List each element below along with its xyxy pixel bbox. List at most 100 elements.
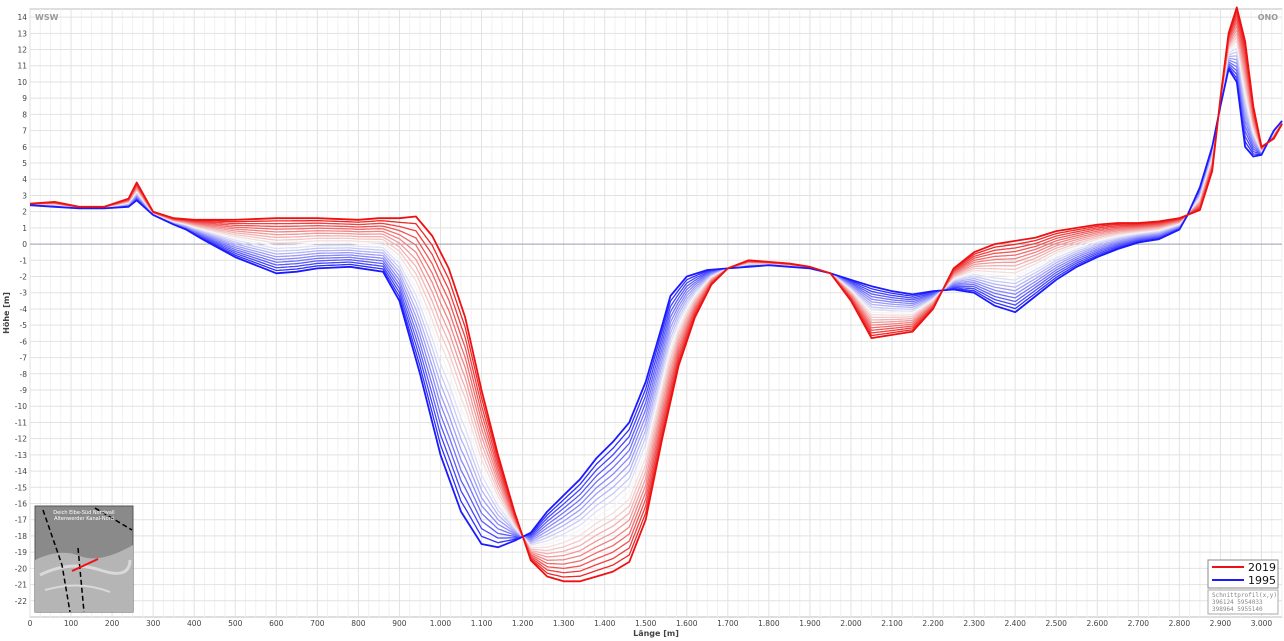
profile-line-intermediate [29, 10, 1283, 578]
y-tick-label: -19 [15, 548, 27, 557]
x-tick-label: 1.400 [594, 619, 616, 628]
profile-line-intermediate [29, 14, 1283, 574]
x-tick-label: 3.000 [1251, 619, 1273, 628]
y-tick-label: 7 [22, 127, 27, 136]
x-tick-label: 1.500 [635, 619, 657, 628]
corner-label-right: ONO [1258, 13, 1278, 22]
inset-map-text-1: Deich Elbe-Süd Nordwall [53, 510, 114, 516]
x-tick-label: 2.000 [840, 619, 862, 628]
y-tick-label: -15 [15, 483, 27, 492]
x-tick-label: 700 [310, 619, 325, 628]
inset-map-dashed-line [42, 509, 71, 613]
info-box-title: Schnittprofil(x,y) [1212, 592, 1277, 599]
legend-box [1207, 559, 1279, 589]
y-tick-label: -6 [20, 337, 28, 346]
y-tick-label: -4 [20, 305, 28, 314]
x-tick-label: 600 [269, 619, 284, 628]
x-tick-label: 1.700 [717, 619, 739, 628]
profile-line-intermediate [29, 62, 1283, 538]
inset-map-channel-2 [44, 584, 111, 593]
y-axis-label: Höhe [m] [2, 292, 11, 334]
x-tick-labels: 0 100 200 300 400 500 600 700 800 900 1.000 1.100 1.… [28, 619, 1273, 628]
info-box-frame [1207, 589, 1279, 615]
legend-label-2019: 2019 [1248, 561, 1276, 574]
profile-line-intermediate [29, 64, 1283, 539]
inset-map-text-2: Altenwerder Kanal-Nord [54, 516, 114, 522]
x-tick-label: 1.600 [676, 619, 698, 628]
profile-line-intermediate [30, 36, 1283, 552]
x-tick-label: 2.600 [1087, 619, 1109, 628]
profile-line-intermediate [29, 17, 1283, 570]
x-tick-label: 800 [351, 619, 366, 628]
profile-line-intermediate [30, 29, 1283, 558]
y-tick-label: -14 [15, 467, 27, 476]
y-tick-label: 13 [17, 29, 27, 38]
y-tick-label: -9 [20, 386, 28, 395]
y-tick-label: -16 [15, 500, 27, 509]
y-tick-label: -12 [15, 435, 27, 444]
inset-map-channel [39, 559, 132, 577]
x-tick-label: 2.100 [881, 619, 903, 628]
y-tick-label: -1 [20, 256, 28, 265]
profile-line-2019 [29, 6, 1283, 583]
y-tick-label: -3 [20, 289, 28, 298]
profile-line-1995 [29, 68, 1283, 549]
legend: 2019 1995 [1207, 559, 1279, 589]
y-tick-label: -7 [20, 354, 28, 363]
y-tick-label: 9 [22, 94, 27, 103]
y-tick-label: -17 [15, 516, 27, 525]
y-tick-label: 10 [17, 78, 27, 87]
profile-line-intermediate [30, 57, 1283, 542]
series-layer [29, 6, 1283, 583]
x-tick-label: 1.200 [512, 619, 534, 628]
y-tick-label: -11 [15, 418, 27, 427]
legend-label-1995: 1995 [1248, 574, 1276, 587]
x-tick-label: 1.300 [553, 619, 575, 628]
x-tick-label: 300 [146, 619, 161, 628]
x-tick-label: 0 [28, 619, 33, 628]
y-tick-label: -22 [15, 597, 27, 606]
y-tick-label: 12 [17, 46, 27, 55]
profile-line-intermediate [30, 61, 1283, 539]
y-tick-labels: -22-21-20-19-18-17-16-15-14-13-12-11-10-… [15, 13, 27, 606]
profile-line-intermediate [29, 55, 1283, 543]
y-tick-label: -13 [15, 451, 27, 460]
x-tick-label: 500 [228, 619, 243, 628]
y-tick-label: 14 [17, 13, 27, 22]
x-tick-label: 2.800 [1169, 619, 1191, 628]
inset-map: Deich Elbe-Süd Nordwall Altenwerder Kana… [34, 505, 134, 613]
profile-line-intermediate [30, 44, 1283, 548]
y-tick-label: 0 [22, 240, 27, 249]
x-tick-label: 400 [187, 619, 202, 628]
inset-map-dashed-line-3 [77, 547, 85, 613]
y-tick-label: 6 [22, 143, 27, 152]
x-tick-label: 2.700 [1128, 619, 1150, 628]
y-tick-label: -18 [15, 532, 27, 541]
x-axis-label: Länge [m] [633, 629, 679, 638]
x-tick-label: 1.100 [471, 619, 493, 628]
y-tick-label: 5 [22, 159, 27, 168]
x-tick-label: 2.200 [922, 619, 944, 628]
y-tick-label: -21 [15, 581, 27, 590]
y-tick-label: -20 [15, 564, 27, 573]
y-tick-label: 1 [22, 224, 27, 233]
corner-label-left: WSW [35, 13, 59, 22]
x-tick-label: 100 [64, 619, 79, 628]
y-tick-label: 3 [22, 191, 27, 200]
inset-map-land [35, 545, 133, 612]
info-box: Schnittprofil(x,y) 396124 5954033 398964… [1207, 589, 1279, 615]
y-tick-label: 2 [22, 208, 27, 217]
x-tick-label: 2.400 [1004, 619, 1026, 628]
profile-line-intermediate [30, 59, 1283, 541]
profile-line-intermediate [29, 21, 1283, 565]
x-tick-label: 2.500 [1045, 619, 1067, 628]
y-tick-label: -5 [20, 321, 28, 330]
info-box-line-2: 398964 5955140 [1212, 606, 1263, 613]
profile-line-intermediate [29, 25, 1283, 561]
x-tick-label: 200 [105, 619, 120, 628]
info-box-line-1: 396124 5954033 [1212, 599, 1263, 606]
y-tick-label: -10 [15, 402, 27, 411]
profile-line-intermediate [29, 51, 1283, 545]
x-tick-label: 1.000 [430, 619, 452, 628]
